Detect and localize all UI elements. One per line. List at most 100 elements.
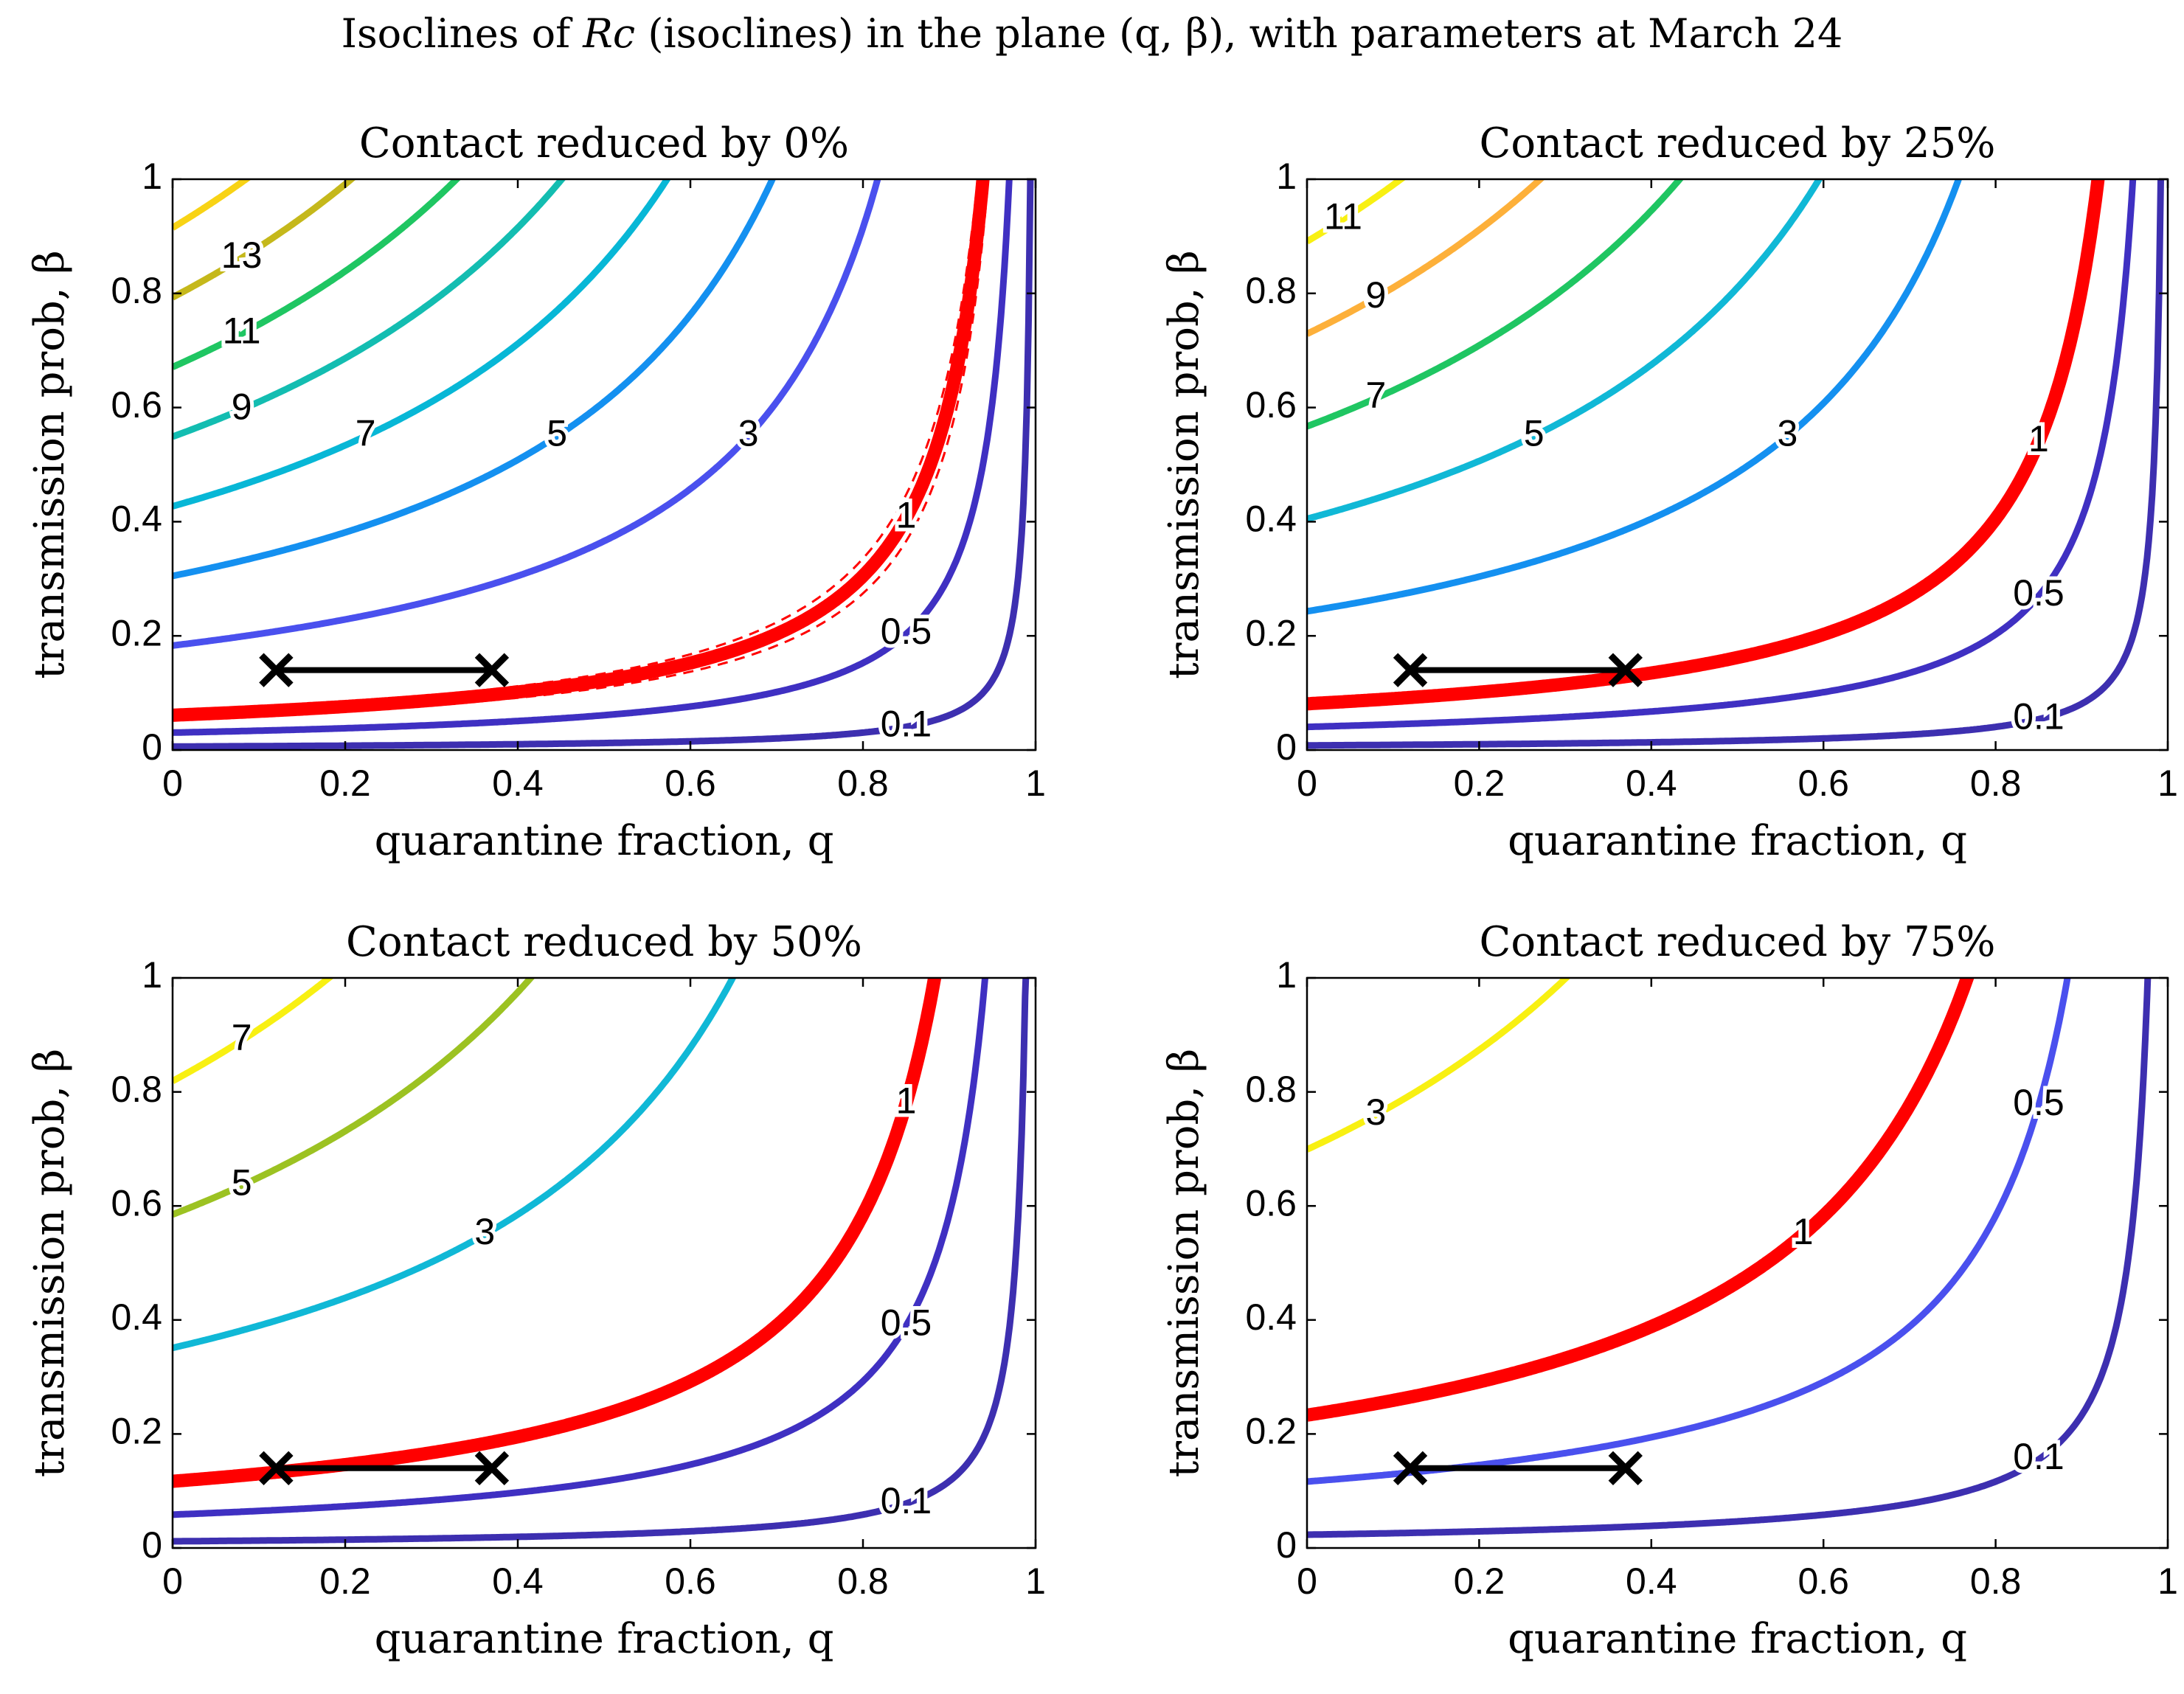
contour-lines bbox=[1307, 179, 2165, 749]
contour-label: 3 bbox=[738, 413, 759, 454]
x-tick-label: 0.2 bbox=[319, 763, 371, 804]
x-tick-label: 0.6 bbox=[1798, 1561, 1849, 1602]
y-tick-label: 0 bbox=[1276, 1524, 1297, 1566]
contour-label: 5 bbox=[232, 1162, 252, 1204]
contour-line bbox=[173, 179, 777, 580]
x-tick-label: 1 bbox=[2157, 1561, 2178, 1602]
contour-label: 0.5 bbox=[2013, 1082, 2065, 1123]
panel-title: Contact reduced by 25% bbox=[1480, 119, 1996, 167]
x-axis-label: quarantine fraction, q bbox=[375, 817, 834, 865]
x-marker bbox=[259, 1451, 294, 1485]
y-tick-label: 0.4 bbox=[1245, 1296, 1297, 1338]
contour-line bbox=[1307, 978, 1571, 1153]
contour-label: 7 bbox=[356, 413, 376, 454]
y-tick-label: 0.8 bbox=[1245, 1069, 1297, 1110]
contour-line bbox=[173, 978, 535, 1218]
contour-label: 7 bbox=[232, 1017, 252, 1058]
contour-line bbox=[173, 179, 252, 231]
x-tick-label: 0 bbox=[1297, 763, 1317, 804]
contour-label: 0.1 bbox=[2013, 695, 2065, 737]
y-tick-label: 0.8 bbox=[111, 270, 162, 311]
figure-title-symbol: Rc bbox=[583, 10, 636, 57]
contour-label: 3 bbox=[1365, 1091, 1386, 1133]
contour-label: 5 bbox=[1524, 413, 1545, 454]
y-tick-label: 1 bbox=[142, 954, 162, 996]
contour-label: 0.1 bbox=[2013, 1436, 2065, 1477]
x-tick-label: 0.6 bbox=[665, 763, 716, 804]
axes-box bbox=[1306, 178, 2169, 751]
x-tick-label: 1 bbox=[2157, 763, 2178, 804]
contour-line bbox=[1307, 179, 2165, 749]
panel-title: Contact reduced by 50% bbox=[346, 918, 862, 966]
y-tick-label: 0.6 bbox=[111, 1182, 162, 1223]
contour-line bbox=[173, 179, 671, 510]
contour-line bbox=[1307, 179, 1545, 337]
contour-lines bbox=[173, 179, 1034, 750]
contour-lines bbox=[173, 978, 1030, 1545]
contour-line bbox=[173, 978, 1030, 1545]
contour-label: 3 bbox=[474, 1211, 495, 1252]
contour-line bbox=[173, 179, 462, 370]
y-tick-label: 0.8 bbox=[111, 1069, 162, 1110]
contour-label: 0.1 bbox=[881, 704, 932, 745]
contour-label: 11 bbox=[1324, 195, 1362, 237]
x-marker bbox=[1393, 1451, 1428, 1485]
contour-label: 13 bbox=[221, 235, 263, 276]
y-tick-label: 1 bbox=[1276, 954, 1297, 996]
x-marker bbox=[1608, 1451, 1643, 1485]
contour-label: 9 bbox=[232, 386, 252, 427]
contour-line bbox=[173, 978, 942, 1488]
y-axis-label: transmission prob, β bbox=[1160, 250, 1208, 679]
contour-line bbox=[173, 978, 737, 1352]
x-tick-label: 1 bbox=[1025, 1561, 1046, 1602]
x-tick-label: 0.2 bbox=[1454, 763, 1505, 804]
contour-label: 0.5 bbox=[881, 1302, 932, 1344]
panel-1: 0.1 0.5 1 3 5 7 911 0 0.2 0.4 0.6 0.8 1 0 0.2 0.4 0.6 0.8… bbox=[1160, 119, 2178, 865]
contour-label: 9 bbox=[1365, 274, 1386, 316]
y-tick-label: 0.2 bbox=[111, 1411, 162, 1452]
x-axis-label: quarantine fraction, q bbox=[1508, 817, 1967, 865]
contour-line bbox=[1307, 179, 2137, 731]
x-tick-label: 0.4 bbox=[1626, 763, 1677, 804]
contour-line bbox=[173, 179, 990, 722]
x-tick-label: 0.2 bbox=[319, 1561, 371, 1602]
y-axis-label: transmission prob, β bbox=[1160, 1049, 1208, 1478]
x-tick-label: 0.8 bbox=[837, 763, 889, 804]
contour-label: 7 bbox=[1365, 375, 1386, 416]
contour-line bbox=[1307, 978, 2152, 1538]
x-axis-label: quarantine fraction, q bbox=[375, 1615, 834, 1663]
x-tick-label: 0.4 bbox=[1626, 1561, 1677, 1602]
contour-line bbox=[173, 179, 1034, 750]
contour-line bbox=[173, 179, 881, 649]
y-tick-label: 0.2 bbox=[1245, 1411, 1297, 1452]
contour-line bbox=[1307, 179, 2105, 711]
x-tick-label: 0 bbox=[1297, 1561, 1317, 1602]
contour-label: 0.1 bbox=[881, 1480, 932, 1521]
x-marker bbox=[1608, 653, 1643, 687]
y-tick-label: 0.6 bbox=[1245, 384, 1297, 426]
panel-title: Contact reduced by 75% bbox=[1480, 918, 1996, 966]
y-tick-label: 0.2 bbox=[1245, 612, 1297, 653]
x-axis-label: quarantine fraction, q bbox=[1508, 1615, 1967, 1663]
y-tick-label: 0 bbox=[142, 726, 162, 768]
y-tick-label: 0.4 bbox=[1245, 499, 1297, 540]
contour-line bbox=[1307, 179, 1407, 245]
x-tick-label: 0 bbox=[162, 763, 183, 804]
y-tick-label: 1 bbox=[142, 156, 162, 197]
contour-line bbox=[1307, 179, 1963, 615]
contour-line bbox=[173, 179, 566, 440]
x-tick-label: 0.8 bbox=[1970, 763, 2022, 804]
y-tick-label: 0.6 bbox=[111, 384, 162, 426]
x-tick-label: 1 bbox=[1025, 763, 1046, 804]
panel-2: 0.1 0.5 1 3 5 7 0 0.2 0.4 0.6 0.8 1 0 0.2 0.4 0.6 0.8 1 Co… bbox=[26, 918, 1046, 1663]
critical-band-line bbox=[173, 179, 990, 720]
contour-label: 3 bbox=[1777, 413, 1798, 454]
y-tick-label: 1 bbox=[1276, 156, 1297, 197]
y-tick-label: 0 bbox=[142, 1524, 162, 1566]
contour-line bbox=[173, 179, 357, 301]
axes-box bbox=[171, 178, 1037, 751]
y-tick-label: 0.6 bbox=[1245, 1182, 1297, 1223]
y-tick-label: 0 bbox=[1276, 726, 1297, 768]
